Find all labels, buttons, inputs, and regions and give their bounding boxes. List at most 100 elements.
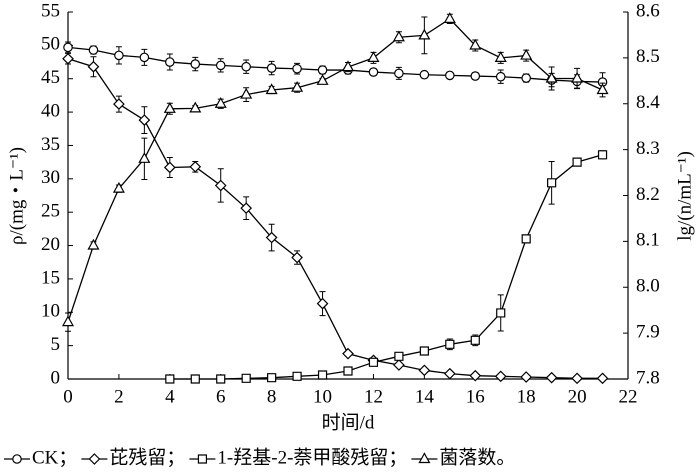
marker xyxy=(547,178,557,188)
marker xyxy=(367,51,380,62)
y2-tick-label: 8.3 xyxy=(636,138,660,159)
legend-label: CK； xyxy=(32,447,77,468)
marker xyxy=(571,71,584,83)
series-line xyxy=(67,58,603,379)
marker xyxy=(112,181,125,193)
y-tick-label: 25 xyxy=(41,201,60,222)
marker xyxy=(267,373,277,383)
y2-axis-label: lg/(n/mL⁻¹) xyxy=(674,151,695,241)
marker xyxy=(189,160,202,173)
marker xyxy=(88,45,99,55)
marker xyxy=(138,114,151,126)
legend-marker xyxy=(418,452,431,464)
marker xyxy=(597,150,608,160)
marker xyxy=(316,297,329,310)
x-tick-label: 12 xyxy=(364,386,383,407)
legend-marker xyxy=(12,454,22,464)
marker xyxy=(163,102,176,113)
marker xyxy=(521,73,531,83)
series-line xyxy=(169,154,603,380)
marker xyxy=(394,351,404,361)
y2-tick-label: 8.4 xyxy=(636,92,660,113)
legend-label: 芘残留； xyxy=(109,446,185,468)
marker xyxy=(216,374,226,384)
x-axis-label: 时间/d xyxy=(322,411,375,433)
marker xyxy=(62,52,74,65)
marker xyxy=(470,335,480,345)
marker xyxy=(265,231,278,244)
marker xyxy=(291,80,304,92)
x-tick-label: 10 xyxy=(313,386,332,407)
marker xyxy=(418,28,431,40)
legend-label: 菌落数。 xyxy=(439,446,515,468)
marker xyxy=(392,30,405,42)
marker xyxy=(241,61,251,72)
marker xyxy=(165,57,175,67)
marker xyxy=(520,371,533,383)
marker xyxy=(215,60,226,71)
marker xyxy=(545,71,558,83)
y-tick-label: 15 xyxy=(41,267,60,288)
y-axis-label: ρ/(mg・L⁻¹) xyxy=(6,147,27,245)
y2-tick-label: 8.1 xyxy=(636,230,660,251)
marker xyxy=(597,77,608,87)
y-tick-label: 0 xyxy=(51,367,61,388)
marker xyxy=(163,161,176,174)
y2-tick-label: 8.2 xyxy=(636,184,660,205)
series-line xyxy=(67,18,603,323)
marker xyxy=(61,315,75,327)
y-tick-label: 40 xyxy=(41,100,60,121)
marker xyxy=(241,373,251,383)
marker xyxy=(494,51,507,62)
marker xyxy=(87,238,100,250)
marker xyxy=(445,339,455,349)
y-tick-label: 30 xyxy=(41,167,60,188)
marker xyxy=(292,371,302,381)
x-tick-label: 8 xyxy=(267,386,277,407)
marker xyxy=(521,234,531,244)
marker xyxy=(343,366,353,376)
marker xyxy=(469,369,482,382)
marker xyxy=(240,202,253,215)
marker xyxy=(341,60,355,72)
x-tick-label: 20 xyxy=(568,386,587,407)
y2-tick-label: 8.6 xyxy=(636,0,660,21)
x-tick-label: 16 xyxy=(466,386,485,407)
y2-tick-label: 8.0 xyxy=(636,276,660,297)
marker xyxy=(496,308,506,318)
marker xyxy=(469,38,482,50)
x-tick-label: 6 xyxy=(216,386,226,407)
y-tick-label: 20 xyxy=(41,234,60,255)
marker xyxy=(317,65,328,75)
marker xyxy=(114,50,124,61)
marker xyxy=(214,97,227,108)
y-tick-label: 45 xyxy=(41,67,60,88)
marker xyxy=(443,367,456,380)
marker xyxy=(240,87,253,99)
marker xyxy=(393,359,405,371)
marker xyxy=(214,179,227,192)
y-tick-label: 10 xyxy=(41,301,60,322)
series-line xyxy=(67,46,603,83)
legend-label: 1-羟基-2-萘甲酸残留； xyxy=(217,446,407,468)
x-tick-label: 0 xyxy=(63,386,73,407)
marker xyxy=(571,372,583,385)
legend-marker xyxy=(197,454,208,464)
marker xyxy=(292,63,302,74)
marker xyxy=(291,251,303,264)
x-tick-label: 14 xyxy=(415,386,435,407)
marker xyxy=(87,60,100,73)
marker xyxy=(443,12,456,23)
marker xyxy=(470,71,481,81)
marker xyxy=(495,71,506,82)
marker xyxy=(189,101,202,113)
y-tick-label: 35 xyxy=(41,134,60,155)
marker xyxy=(596,83,609,95)
marker xyxy=(190,374,200,384)
marker xyxy=(316,74,329,85)
marker xyxy=(266,63,277,73)
marker xyxy=(445,70,455,81)
marker xyxy=(139,52,150,63)
